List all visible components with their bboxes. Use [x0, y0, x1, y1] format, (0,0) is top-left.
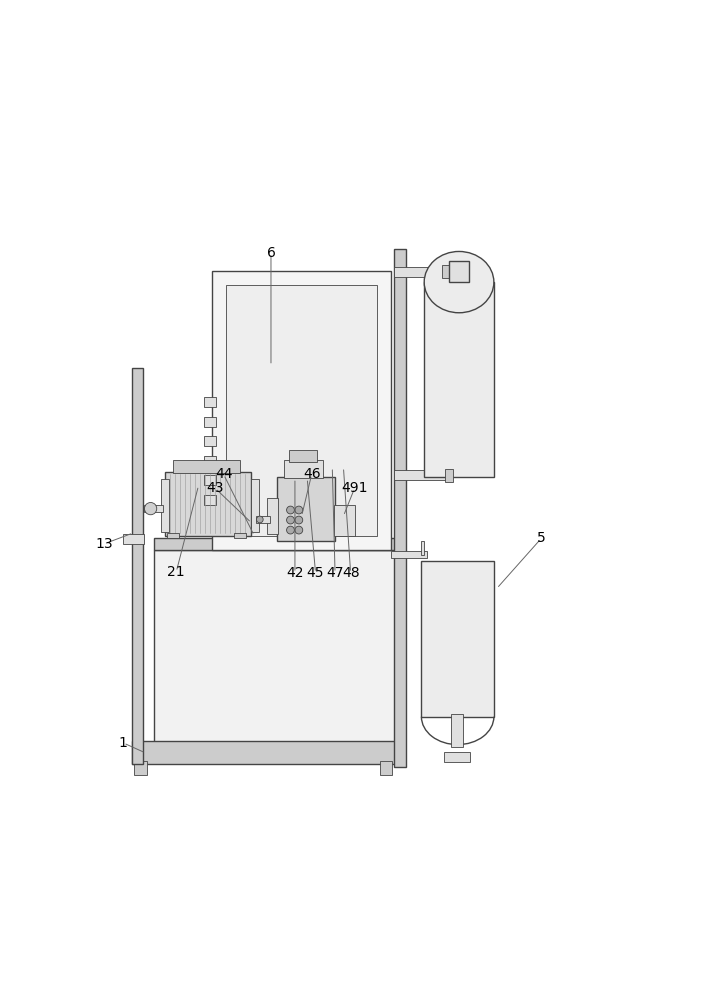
Text: 43: 43	[206, 481, 224, 495]
Bar	[445, 469, 453, 482]
Bar	[289, 450, 317, 462]
Bar	[173, 460, 240, 473]
Text: 491: 491	[342, 481, 368, 495]
Text: 42: 42	[286, 566, 303, 580]
Circle shape	[295, 526, 303, 534]
Bar	[334, 505, 355, 536]
Bar	[132, 368, 143, 764]
Text: 13: 13	[95, 537, 113, 551]
Text: 46: 46	[303, 467, 321, 481]
Circle shape	[257, 516, 263, 523]
Bar	[204, 475, 216, 485]
Bar	[277, 477, 335, 541]
Bar	[421, 561, 494, 717]
Bar	[451, 714, 463, 747]
Bar	[165, 472, 252, 536]
Bar	[421, 541, 424, 555]
Circle shape	[287, 506, 294, 514]
Ellipse shape	[424, 251, 494, 313]
Bar	[154, 550, 399, 742]
Bar	[267, 498, 278, 534]
Text: 44: 44	[215, 467, 232, 481]
Bar	[449, 261, 470, 282]
Bar	[154, 538, 399, 550]
Bar	[424, 282, 494, 477]
Bar	[393, 249, 406, 767]
Bar	[393, 470, 446, 480]
Bar	[204, 495, 216, 505]
Circle shape	[145, 502, 157, 515]
Bar	[204, 456, 216, 466]
Bar	[444, 752, 470, 762]
Bar	[134, 761, 147, 775]
Text: 6: 6	[267, 246, 275, 260]
Bar	[252, 479, 260, 532]
Bar	[204, 397, 216, 407]
Circle shape	[287, 526, 294, 534]
Text: 47: 47	[326, 566, 344, 580]
Circle shape	[287, 516, 294, 524]
Bar	[161, 479, 169, 532]
Bar	[284, 460, 323, 478]
Bar	[132, 741, 405, 764]
Circle shape	[295, 516, 303, 524]
Bar	[213, 271, 391, 550]
Bar	[167, 533, 179, 538]
Bar	[234, 533, 246, 538]
Bar	[204, 436, 216, 446]
Text: 21: 21	[168, 565, 185, 579]
Bar	[380, 761, 392, 775]
Text: 45: 45	[307, 566, 324, 580]
Text: 1: 1	[119, 736, 128, 750]
Bar	[442, 265, 450, 278]
Bar	[393, 267, 444, 277]
Bar	[204, 417, 216, 427]
Text: 5: 5	[537, 531, 546, 545]
Bar	[256, 516, 270, 523]
Bar	[145, 505, 163, 512]
Bar	[124, 534, 145, 544]
Bar	[391, 551, 427, 558]
Text: 48: 48	[342, 566, 360, 580]
Circle shape	[295, 506, 303, 514]
Bar	[226, 285, 377, 536]
